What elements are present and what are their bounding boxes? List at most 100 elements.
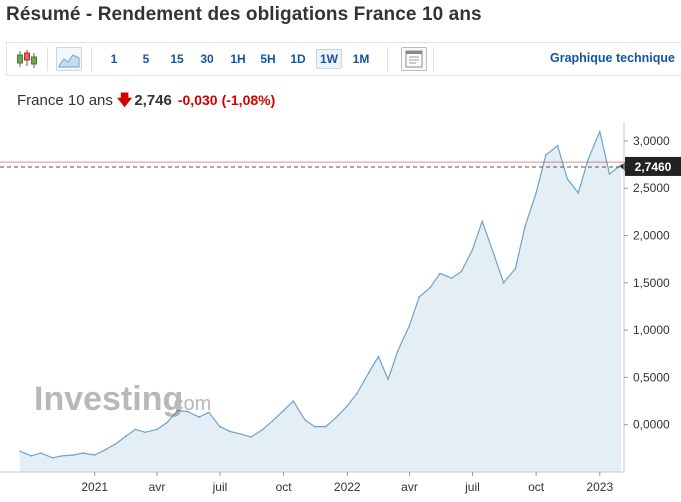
data-point [93,454,96,456]
data-point [115,442,117,445]
data-point [103,449,106,452]
data-point [304,419,306,421]
toolbar-divider [433,47,434,71]
area-chart-icon[interactable] [56,47,82,71]
data-point [556,144,559,147]
data-point [587,159,589,161]
data-point [524,225,526,227]
data-point [566,178,569,180]
watermark-suffix: .com [168,393,211,415]
data-point [30,455,32,457]
toolbar-divider [387,47,388,71]
data-point [282,409,285,412]
data-point [493,253,495,256]
data-point [156,428,158,431]
technical-chart-link[interactable]: Graphique technique [549,51,675,65]
y-tick-label: 2,0000 [633,229,670,243]
chart-reference-layer: 2,7460 [0,156,681,176]
data-point [367,371,370,374]
y-tick-label: 0,5000 [633,370,670,384]
data-point [397,350,399,352]
data-point [439,272,441,275]
data-point [356,392,358,395]
period-button-1h[interactable]: 1H [230,52,246,66]
data-point [228,430,231,433]
data-point [186,410,189,413]
last-value-label: 2,7460 [635,160,672,174]
toolbar-divider [91,47,92,71]
x-tick-label: juil [212,480,228,494]
page-title: Résumé - Rendement des obligations Franc… [6,4,482,25]
period-button-1m[interactable]: 1M [352,52,370,66]
y-tick-label: 2,5000 [633,181,670,195]
data-point [450,277,453,279]
data-point [61,455,63,457]
data-point [40,452,42,454]
data-point [82,452,84,454]
instrument-name: France 10 ans [17,92,113,109]
period-button-5h[interactable]: 5H [260,52,276,66]
data-point [502,282,505,284]
period-button-15[interactable]: 15 [170,52,184,66]
series-line [19,129,622,459]
data-point [334,417,337,419]
data-point [471,248,474,251]
data-point [460,270,463,273]
x-tick-label: 2022 [334,480,361,494]
data-point [208,411,210,414]
x-tick-label: 2023 [586,480,613,494]
data-point [429,286,432,289]
y-tick-label: 1,0000 [633,323,670,337]
last-value-badge [625,156,681,176]
data-point [176,409,179,412]
data-point [125,435,127,437]
data-point [271,420,274,422]
data-point [608,173,611,175]
x-tick-label: avr [149,480,166,494]
data-point [198,416,200,418]
toolbar-divider [47,47,48,71]
data-point [577,192,580,194]
data-point [240,433,243,436]
period-button-1d[interactable]: 1D [290,52,306,66]
data-point [134,428,137,431]
chart-area-layer [19,129,622,472]
series-area-fill [20,131,622,472]
period-button-5[interactable]: 5 [142,52,150,66]
data-point [292,400,295,402]
data-point [346,405,349,407]
y-tick-label: 0,0000 [633,418,670,432]
candlestick-chart-icon[interactable] [13,47,39,71]
document-icon[interactable] [401,47,427,71]
data-point [377,355,380,358]
price-change-percent: (-1,08%) [221,92,276,108]
data-point [19,450,21,453]
data-point [262,428,264,431]
data-point [219,425,221,428]
investing-watermark: Investing .com [34,380,211,418]
data-point [165,422,168,424]
quote-line: France 10 ans 🡇 2,746 -0,030 (-1,08%) [17,90,275,115]
y-tick-label: 1,5000 [633,276,670,290]
chart-toolbar: 1 5 15 30 1H 5H 1D 1W 1M Graphique techn… [6,42,681,76]
data-point [325,425,327,428]
data-point [144,431,146,434]
period-button-1[interactable]: 1 [110,52,118,66]
data-point [72,454,75,456]
data-point [387,378,389,381]
x-tick-label: avr [401,480,418,494]
down-arrow-icon: 🡇 [116,92,133,109]
y-tick-label: 3,0000 [633,134,670,148]
data-point [418,296,421,298]
data-point [313,425,316,428]
period-button-30[interactable]: 30 [200,52,214,66]
data-point [545,154,547,156]
data-point [535,192,537,194]
data-point [250,436,252,438]
chart-axis-layer: 0,0000 0,5000 1,0000 1,5000 2,0000 2,5000 3,00… [0,122,670,494]
x-tick-label: oct [528,480,545,494]
period-button-1w[interactable]: 1W [316,49,342,69]
price-change: -0,030 [177,92,218,108]
last-price: 2,746 [134,92,172,109]
